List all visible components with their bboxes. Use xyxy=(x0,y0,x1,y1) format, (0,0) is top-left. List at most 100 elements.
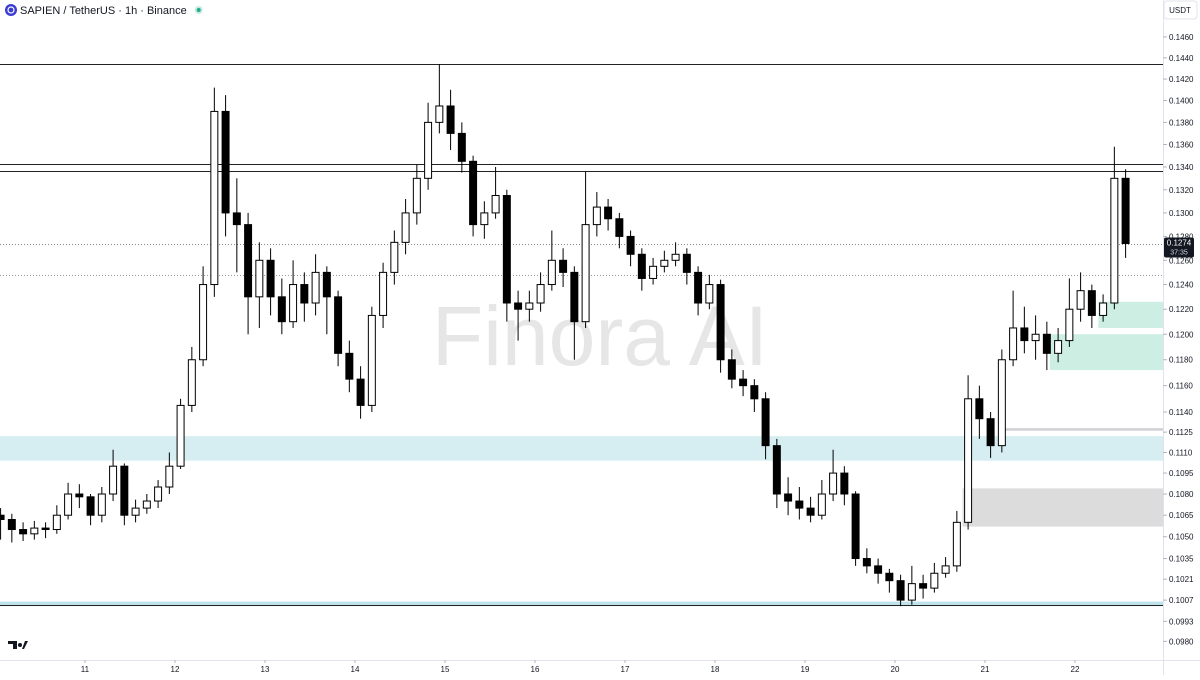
candle xyxy=(412,164,421,225)
y-tick-label: 0.1360 xyxy=(1169,141,1194,150)
candle-body xyxy=(1031,333,1040,342)
candle xyxy=(1121,169,1130,258)
x-tick-label: 22 xyxy=(1071,665,1080,674)
candle-body xyxy=(1020,327,1029,342)
candle xyxy=(649,257,658,285)
candle xyxy=(30,520,39,540)
candle xyxy=(581,171,590,328)
candle-body xyxy=(255,259,264,298)
candle-body xyxy=(142,500,151,509)
candle xyxy=(266,248,275,316)
candle-body xyxy=(862,558,871,567)
candle-body xyxy=(761,398,770,447)
market-status-dot xyxy=(196,8,201,12)
candle xyxy=(401,198,410,255)
candle-body xyxy=(874,565,883,574)
candle xyxy=(480,201,489,239)
plot-layer xyxy=(0,64,1130,607)
candle-body xyxy=(0,514,5,520)
y-tick-label: 0.1160 xyxy=(1169,382,1193,391)
candle xyxy=(930,562,939,593)
candle-body xyxy=(705,284,714,304)
candle xyxy=(345,340,354,393)
candle xyxy=(986,412,995,458)
candle-body xyxy=(739,378,748,387)
y-tick-label: 0.1180 xyxy=(1169,356,1193,365)
candle xyxy=(356,366,365,419)
x-tick-label: 12 xyxy=(171,665,180,674)
candle-body xyxy=(356,378,365,406)
candle xyxy=(277,278,286,335)
candle-body xyxy=(806,507,815,516)
candle-body xyxy=(446,105,455,134)
candle-body xyxy=(840,472,849,495)
candle xyxy=(862,548,871,574)
candle xyxy=(41,522,50,539)
candle-body xyxy=(491,195,500,214)
candle xyxy=(682,248,691,285)
candle xyxy=(874,558,883,584)
candle xyxy=(187,346,196,413)
candle-body xyxy=(817,493,826,516)
candle xyxy=(637,248,646,291)
candle xyxy=(1076,272,1085,322)
countdown-label: 37:35 xyxy=(1170,250,1188,257)
watermark: Finora AI xyxy=(432,289,768,383)
candle-body xyxy=(345,352,354,380)
candle xyxy=(919,574,928,599)
candle xyxy=(604,198,613,231)
currency-label[interactable]: USDT xyxy=(1169,6,1191,15)
x-tick-label: 20 xyxy=(891,665,900,674)
candle-body xyxy=(997,359,1006,447)
candle xyxy=(1054,327,1063,363)
candle xyxy=(975,385,984,439)
candle-body xyxy=(311,271,320,304)
y-tick-label: 0.1380 xyxy=(1169,118,1194,127)
candle-body xyxy=(266,259,275,298)
candle xyxy=(671,242,680,267)
candle-body xyxy=(649,265,658,279)
candle-body xyxy=(210,110,219,286)
candle-body xyxy=(64,493,73,516)
candle xyxy=(232,178,241,273)
candle xyxy=(86,494,95,526)
logo xyxy=(8,641,28,649)
y-tick-label: 0.1220 xyxy=(1169,305,1194,314)
candle-body xyxy=(502,195,511,304)
candle-body xyxy=(907,583,916,601)
candle xyxy=(255,242,264,328)
y-tick-label: 0.1420 xyxy=(1169,75,1194,84)
candle xyxy=(52,505,61,534)
candle xyxy=(1042,321,1051,371)
currency-box[interactable] xyxy=(1163,0,1198,20)
candle-body xyxy=(919,583,928,589)
zone xyxy=(0,601,1163,607)
candle xyxy=(0,508,5,540)
candle-body xyxy=(626,235,635,255)
candle-body xyxy=(41,527,50,531)
candle xyxy=(840,466,849,506)
symbol-icon-inner xyxy=(7,6,15,14)
candle xyxy=(851,491,860,566)
y-tick-label: 0.0993 xyxy=(1169,617,1194,626)
candle xyxy=(536,272,545,312)
candle xyxy=(300,272,309,322)
candle-body xyxy=(851,493,860,560)
candle-body xyxy=(1099,302,1108,316)
candle-body xyxy=(885,572,894,582)
x-tick-label: 11 xyxy=(81,665,90,674)
logo-part xyxy=(18,643,22,647)
x-tick-label: 15 xyxy=(441,665,450,674)
candle xyxy=(322,266,331,335)
candle xyxy=(424,102,433,190)
candle xyxy=(1065,278,1074,347)
candle xyxy=(941,557,950,578)
candle-body xyxy=(97,493,106,516)
candle xyxy=(491,166,500,219)
candle-body xyxy=(75,493,84,498)
candle xyxy=(626,230,635,267)
candle xyxy=(131,499,140,523)
candle-body xyxy=(964,398,973,523)
candle xyxy=(97,487,106,523)
